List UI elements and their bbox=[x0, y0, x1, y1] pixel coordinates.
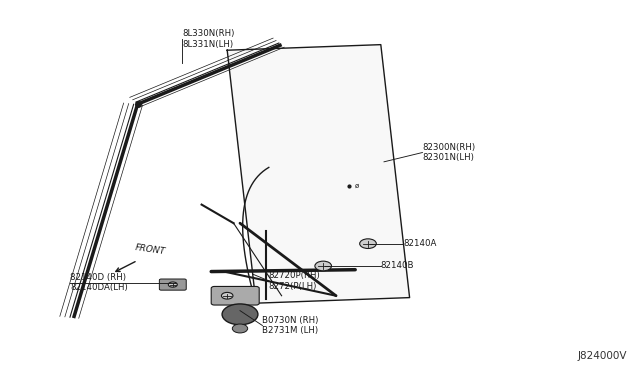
Text: B0730N (RH)
B2731M (LH): B0730N (RH) B2731M (LH) bbox=[262, 316, 319, 335]
Circle shape bbox=[222, 304, 258, 325]
FancyBboxPatch shape bbox=[159, 279, 186, 290]
Circle shape bbox=[221, 292, 233, 299]
Circle shape bbox=[168, 282, 177, 287]
Text: J824000V: J824000V bbox=[578, 351, 627, 361]
Text: 82140A: 82140A bbox=[403, 239, 436, 248]
Text: 82140B: 82140B bbox=[381, 262, 414, 270]
Circle shape bbox=[232, 324, 248, 333]
Polygon shape bbox=[227, 45, 410, 303]
Circle shape bbox=[315, 261, 332, 271]
Circle shape bbox=[360, 239, 376, 248]
Text: 8L330N(RH)
8L331N(LH): 8L330N(RH) 8L331N(LH) bbox=[182, 29, 235, 49]
FancyBboxPatch shape bbox=[211, 286, 259, 305]
Text: FRONT: FRONT bbox=[134, 243, 166, 256]
Text: ø: ø bbox=[355, 183, 360, 189]
Text: 82140D (RH)
82140DA(LH): 82140D (RH) 82140DA(LH) bbox=[70, 273, 128, 292]
Text: 82300N(RH)
82301N(LH): 82300N(RH) 82301N(LH) bbox=[422, 143, 476, 162]
Text: 82720P(RH)
8272(P(LH): 82720P(RH) 8272(P(LH) bbox=[269, 271, 321, 291]
